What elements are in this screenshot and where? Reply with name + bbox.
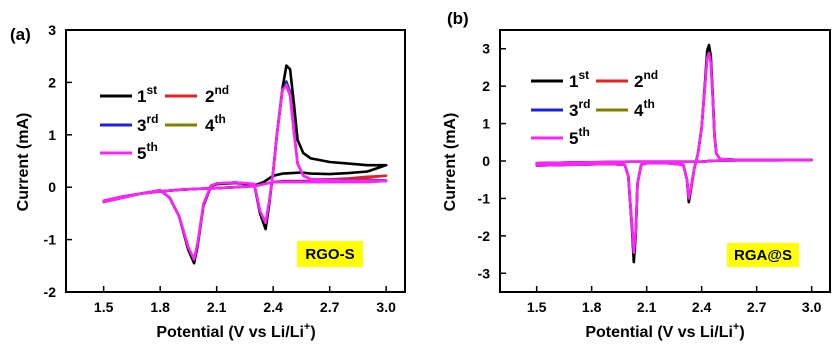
panel-b-y-tick-label: -2: [478, 228, 491, 244]
panel-a-x-tick-label: 2.7: [320, 299, 340, 315]
panel-b-x-tick-label: 2.4: [692, 299, 712, 315]
panel-b-series: [535, 43, 814, 264]
panel-a-legend-label: 5th: [137, 140, 158, 163]
panel-b-label: (b): [447, 9, 469, 28]
panel-a-y-tick-label: -2: [44, 284, 57, 300]
panel-a-legend-label: 3rd: [137, 112, 158, 135]
panel-a-x-tick-label: 2.4: [263, 299, 283, 315]
panel-a: (a) 1.5 1.8 2.1 2.4 2.7 3.0 -2 -1 0 1 2 3 1st 2nd 3r…: [10, 22, 406, 341]
panel-b-y-ticks: -3 -2 -1 0 1 2 3: [478, 41, 506, 281]
panel-a-x-tick-label: 1.5: [94, 299, 114, 315]
panel-a-legend-label: 4th: [205, 112, 226, 135]
panel-a-sample-tag-bg: [297, 241, 363, 267]
panel-a-sample-tag: RGO-S: [305, 246, 354, 263]
panel-b-y-tick-label: 3: [482, 41, 490, 57]
panel-b-series-line: [535, 51, 814, 254]
panel-a-y-tick-label: 0: [48, 179, 56, 195]
panel-a-x-axis-label-main: Potential (V vs Li/Li: [156, 324, 304, 341]
panel-a-y-ticks: -2 -1 0 1 2 3: [44, 22, 72, 300]
panel-b: (b) 1.5 1.8 2.1 2.4 2.7 3.0 -3 -2 -1 0 1 2 3 1st 2nd…: [442, 9, 831, 341]
panel-a-legend: 1st 2nd 3rd 4th 5th: [100, 83, 229, 163]
panel-b-x-tick-label: 1.8: [582, 299, 602, 315]
panel-b-sample-tag-bg: [727, 243, 799, 267]
panel-a-legend-label: 1st: [137, 83, 157, 106]
panel-b-y-tick-label: 2: [482, 78, 490, 94]
panel-a-series-line: [102, 82, 388, 262]
panel-a-y-axis-label: Current (mA): [15, 113, 32, 212]
panel-b-x-tick-label: 2.1: [637, 299, 657, 315]
panel-a-x-tick-label: 1.8: [150, 299, 170, 315]
panel-a-y-tick-label: 2: [48, 74, 56, 90]
panel-a-x-tick-label: 2.1: [207, 299, 227, 315]
panel-b-x-axis-label-end: ): [739, 324, 744, 341]
panel-a-x-ticks: 1.5 1.8 2.1 2.4 2.7 3.0: [94, 286, 396, 315]
panel-a-label: (a): [10, 25, 31, 44]
panel-b-x-axis-label: Potential (V vs Li/Li+): [585, 321, 744, 341]
panel-a-x-tick-label: 3.0: [376, 299, 396, 315]
panel-a-series: [102, 64, 388, 265]
panel-b-x-axis-label-sup: +: [733, 321, 739, 333]
panel-b-y-tick-label: -3: [478, 265, 491, 281]
panel-b-x-tick-label: 1.5: [527, 299, 547, 315]
panel-b-legend-label: 2nd: [634, 68, 658, 91]
panel-b-legend-label: 3rd: [569, 97, 590, 120]
panel-b-x-axis-label-main: Potential (V vs Li/Li: [585, 324, 733, 341]
panel-a-series-line: [102, 84, 388, 261]
panel-a-x-axis-label-sup: +: [304, 321, 310, 333]
panel-b-legend-label: 5th: [569, 125, 590, 148]
panel-b-x-ticks: 1.5 1.8 2.1 2.4 2.7 3.0: [527, 286, 822, 315]
panel-a-x-axis-label: Potential (V vs Li/Li+): [156, 321, 315, 341]
panel-b-x-tick-label: 2.7: [747, 299, 767, 315]
panel-a-x-axis-label-end: ): [310, 324, 315, 341]
panel-b-y-tick-label: 0: [482, 153, 490, 169]
panel-a-y-tick-label: -1: [44, 232, 57, 248]
panel-b-y-tick-label: -1: [478, 190, 491, 206]
panel-a-plot-frame: [65, 29, 406, 293]
panel-a-y-tick-label: 3: [48, 22, 56, 38]
panel-a-legend-label: 2nd: [205, 83, 229, 106]
panel-b-legend-label: 1st: [569, 68, 589, 91]
panel-b-x-tick-label: 3.0: [802, 299, 822, 315]
panel-a-y-tick-label: 1: [48, 127, 56, 143]
panel-b-y-tick-label: 1: [482, 116, 490, 132]
panel-b-legend-label: 4th: [634, 97, 655, 120]
panel-b-legend: 1st 2nd 3rd 4th 5th: [531, 68, 658, 148]
panel-b-sample-tag: RGA@S: [734, 247, 792, 264]
panel-b-y-axis-label: Current (mA): [442, 113, 459, 212]
panel-a-series-line: [102, 80, 388, 262]
